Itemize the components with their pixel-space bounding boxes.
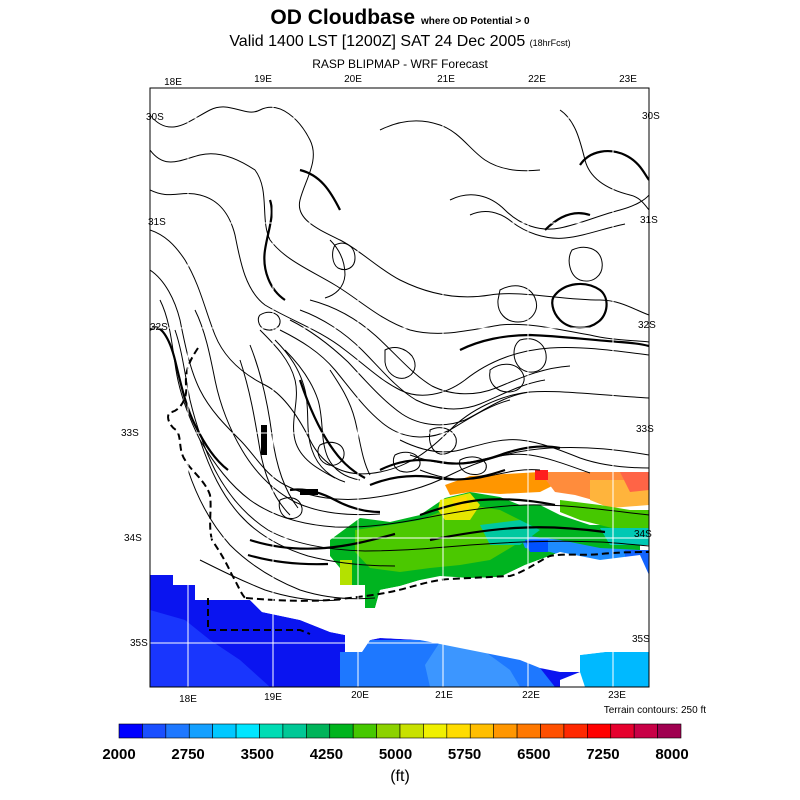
left-lat-label: 32S (150, 322, 168, 333)
thick-terrain-marks (261, 425, 318, 495)
top-lon-label: 22E (528, 74, 546, 85)
left-lat-label: 31S (148, 217, 166, 228)
colorbar-swatch (235, 723, 260, 739)
colorbar-swatch (610, 723, 635, 739)
bottom-lon-label: 18E (179, 694, 197, 705)
valid-time-line: Valid 1400 LST [1200Z] SAT 24 Dec 2005 (… (0, 33, 800, 51)
colorbar-tick-label: 5000 (379, 746, 412, 763)
bottom-lon-label: 22E (522, 690, 540, 701)
colorbar-swatch (118, 723, 143, 739)
terrain-contour-note: Terrain contours: 250 ft (603, 705, 706, 716)
colorbar-swatch (493, 723, 518, 739)
left-lat-label: 33S (121, 428, 139, 439)
valid-time: Valid 1400 LST [1200Z] SAT 24 Dec 2005 (229, 33, 526, 50)
colorbar-swatch (352, 723, 377, 739)
right-latitude-labels: 30S 31S 32S 33S 34S 35S (632, 111, 660, 645)
top-lon-label: 23E (619, 74, 637, 85)
colorbar-swatch (306, 723, 331, 739)
colorbar-swatch (469, 723, 494, 739)
right-lat-label: 33S (636, 424, 654, 435)
left-lat-label: 34S (124, 533, 142, 544)
left-lat-label: 30S (146, 112, 164, 123)
map-area (150, 88, 649, 687)
bottom-lon-label: 21E (435, 690, 453, 701)
colorbar-swatch (563, 723, 588, 739)
title-condition-note: where OD Potential > 0 (420, 16, 530, 27)
colorbar-tick-label: 2750 (171, 746, 204, 763)
colorbar-swatch (446, 723, 471, 739)
top-lon-label: 19E (254, 74, 272, 85)
left-lat-label: 35S (130, 638, 148, 649)
colorbar-swatch (282, 723, 307, 739)
colorbar-swatch (212, 723, 237, 739)
bottom-lon-label: 19E (264, 692, 282, 703)
top-lon-label: 18E (164, 77, 182, 88)
colorbar-tick-label: 7250 (586, 746, 619, 763)
colorbar-swatch (329, 723, 354, 739)
colorbar-swatch (399, 723, 424, 739)
title-main: OD Cloudbase (270, 6, 416, 29)
terrain-contours-bold (150, 150, 649, 566)
map-subtitle: RASP BLIPMAP - WRF Forecast (312, 57, 488, 71)
colorbar-tick-label: 6500 (517, 746, 550, 763)
map-title: OD Cloudbase where OD Potential > 0 (0, 6, 800, 30)
right-lat-label: 34S (634, 529, 652, 540)
colorbar-swatch (188, 723, 213, 739)
colorbar-tick-label: 8000 (655, 746, 688, 763)
left-latitude-labels: 30S 31S 32S 33S 34S 35S (121, 112, 168, 649)
colorbar-swatch (657, 723, 682, 739)
bottom-lon-label: 23E (608, 690, 626, 701)
colorbar-swatch (423, 723, 448, 739)
colorbar-tick-label: 3500 (241, 746, 274, 763)
top-longitude-labels: 18E 19E 20E 21E 22E 23E (164, 74, 637, 88)
colorbar-swatch (165, 723, 190, 739)
map-frame (149, 87, 650, 688)
bottom-longitude-labels: 18E 19E 20E 21E 22E 23E (179, 690, 626, 705)
top-lon-label: 21E (437, 74, 455, 85)
colorbar (118, 723, 682, 739)
coastline-dashed (167, 347, 649, 635)
colorbar-swatch (540, 723, 565, 739)
bottom-lon-label: 20E (351, 690, 369, 701)
colorbar-swatch (633, 723, 658, 739)
colorbar-swatch (516, 723, 541, 739)
colorbar-swatch (142, 723, 167, 739)
colorbar-tick-labels: 2000 2750 3500 4250 5000 5750 6500 7250 8000 (102, 746, 688, 763)
colorbar-swatch (376, 723, 401, 739)
top-lon-label: 20E (344, 74, 362, 85)
colorbar-tick-label: 4250 (310, 746, 343, 763)
colorbar-unit: (ft) (390, 768, 410, 785)
colorbar-tick-label: 2000 (102, 746, 135, 763)
right-lat-label: 31S (640, 215, 658, 226)
graticule (150, 88, 649, 687)
land-mask (250, 552, 649, 672)
colorbar-tick-label: 5750 (448, 746, 481, 763)
right-lat-label: 30S (642, 111, 660, 122)
right-lat-label: 32S (638, 320, 656, 331)
colorbar-swatch (259, 723, 284, 739)
forecast-tag: (18hrFcst) (529, 38, 571, 48)
colorbar-swatch (587, 723, 612, 739)
right-lat-label: 35S (632, 634, 650, 645)
